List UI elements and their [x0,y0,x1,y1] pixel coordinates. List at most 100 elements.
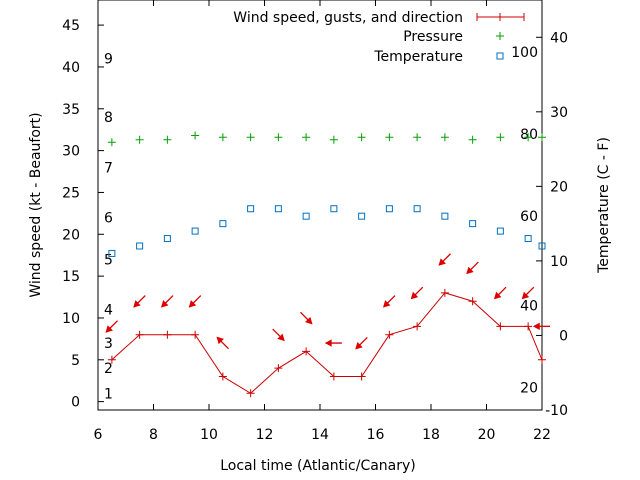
x-tick-label: 14 [311,427,329,443]
wind-speed-point [302,347,311,356]
wind-direction-arrows [105,253,550,350]
wind-arrow-head [493,291,502,300]
pressure-point [135,135,144,144]
temperature-point [330,205,338,213]
wind-speed-point [246,389,255,398]
temperature-point [274,205,282,213]
wind-arrow [493,286,507,300]
legend-label-pressure: Pressure [403,29,463,45]
legend-wind-marker [496,13,504,21]
pressure-point [496,133,505,142]
legend-label-temperature: Temperature [373,49,463,65]
x-tick-label: 18 [422,427,440,443]
y-right-axis-label: Temperature (C - F) [596,137,612,274]
wind-arrow [324,339,342,347]
wind-speed-point [496,322,505,331]
temperature-point [496,227,504,235]
wind-speed-point [468,297,477,306]
plot-frame [97,0,543,411]
fahrenheit-label: 80 [520,127,538,143]
beaufort-label: 5 [104,252,113,268]
wind-speed-point [274,364,283,373]
fahrenheit-labels: 20 40 60 80 100 [511,45,538,396]
legend-sample-wind [476,13,525,21]
wind-arrow [532,322,550,331]
temperature-point [469,220,477,228]
y-left-tick-label: 30 [62,144,80,160]
wind-arrow-head [305,316,313,325]
temperature-point [191,227,199,235]
wind-arrow-head [382,300,391,308]
legend: Wind speed, gusts, and direction Pressur… [233,10,525,65]
wind-speed-point [107,355,116,364]
wind-speed-point [191,330,200,339]
pressure-point [440,133,449,142]
y-left-tick-label: 10 [62,311,80,327]
x-tick-labels: 6 8 10 12 14 16 18 20 22 [94,427,551,443]
wind-speed-point [163,330,172,339]
temperature-point [441,212,449,220]
wind-arrow-head [277,333,285,342]
y-left-tick-label: 5 [71,353,80,369]
y-left-axis-label: Wind speed (kt - Beaufort) [28,112,44,297]
temperature-point [538,242,546,250]
wind-arrow-head [133,300,141,308]
beaufort-label: 1 [104,386,113,402]
wind-arrow [216,336,229,350]
wind-arrow [133,295,146,308]
beaufort-label: 7 [104,160,113,176]
wind-arrow-head [188,300,197,308]
fahrenheit-label: 20 [520,381,538,397]
legend-pressure-marker [496,32,504,40]
wind-speed-point [329,372,338,381]
y-left-tick-label: 0 [71,395,80,411]
y-left-tick-labels: 0 5 10 15 20 25 30 35 40 45 [62,18,80,411]
wind-speed-point [357,372,366,381]
beaufort-label: 9 [104,52,113,68]
wind-arrow [300,311,313,325]
y-left-tick-label: 45 [62,18,80,34]
wind-arrow [410,286,424,300]
legend-sample-temperature [496,52,504,60]
temperature-point [385,205,393,213]
wind-arrow [188,295,202,308]
legend-temperature-marker [496,52,504,60]
wind-arrow-head [105,325,113,333]
x-tick-label: 12 [256,427,274,443]
beaufort-label: 8 [104,110,113,126]
legend-label-wind: Wind speed, gusts, and direction [233,10,463,26]
wind-arrow-head [324,339,332,347]
temperature-point [358,212,366,220]
x-tick-label: 8 [149,427,158,443]
pressure-point [385,133,394,142]
temperature-point [108,249,116,257]
wind-speed-point [440,288,449,297]
y-left-tick-label: 40 [62,60,80,76]
pressure-point [329,135,338,144]
wind-speed-point [413,322,422,331]
temperature-point [163,235,171,243]
y-left-tick-label: 20 [62,227,80,243]
x-tick-label: 6 [94,427,103,443]
y-right-tick-label: -10 [545,403,568,419]
x-tick-label: 10 [200,427,218,443]
wind-arrow-head [160,300,169,308]
fahrenheit-label: 60 [520,209,538,225]
pressure-point [413,133,422,142]
pressure-point [218,133,227,142]
pressure-point [191,131,200,140]
y-right-tick-label: 40 [550,30,568,46]
y-right-tick-label: 0 [559,328,568,344]
pressure-point [468,135,477,144]
pressure-point [163,135,172,144]
temperature-point [136,242,144,250]
temperature-point [247,205,255,213]
fahrenheit-label: 40 [520,299,538,315]
axis-ticks [97,0,543,411]
pressure-point [107,138,116,147]
temperature-point [302,212,310,220]
y-right-tick-label: 10 [550,254,568,270]
y-left-tick-label: 35 [62,102,80,118]
wind-arrow [160,295,174,308]
wind-speed-point [538,355,546,364]
